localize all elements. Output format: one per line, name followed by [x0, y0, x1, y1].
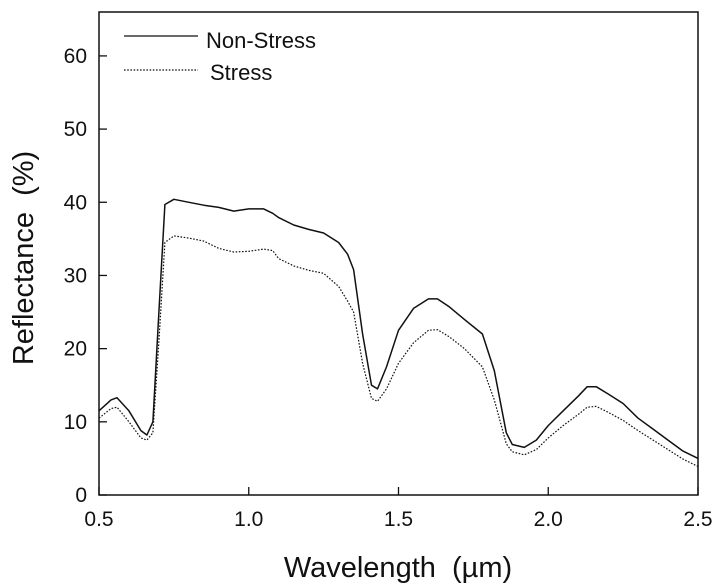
series-line-stress	[98, 235, 699, 468]
y-tick-label: 50	[64, 118, 87, 141]
x-tick-label: 2.0	[534, 508, 563, 531]
y-tick-label: 10	[64, 411, 87, 434]
y-tick-label: 30	[64, 264, 87, 287]
x-axis-ticks: 0.5 1.0 1.5 2.0 2.5	[84, 487, 712, 531]
x-tick-label: 1.5	[384, 508, 413, 531]
y-axis-ticks: 0 10 20 30 40 50 60	[64, 45, 107, 507]
y-tick-label: 20	[64, 338, 87, 361]
y-tick-label: 0	[75, 484, 87, 507]
x-tick-label: 1.0	[234, 508, 263, 531]
series-layer	[98, 198, 699, 468]
series-line-non-stress	[98, 198, 699, 460]
x-tick-label: 2.5	[683, 508, 712, 531]
y-axis-title: Reflectance (%)	[8, 151, 40, 365]
legend: Non-Stress Stress	[124, 28, 316, 85]
y-tick-label: 60	[64, 45, 87, 68]
x-axis-title: Wavelength (µm)	[284, 552, 512, 584]
y-tick-label: 40	[64, 191, 87, 214]
x-tick-label: 0.5	[84, 508, 113, 531]
legend-label-non-stress: Non-Stress	[206, 28, 316, 53]
plot-frame	[98, 11, 699, 496]
legend-label-stress: Stress	[210, 60, 272, 85]
